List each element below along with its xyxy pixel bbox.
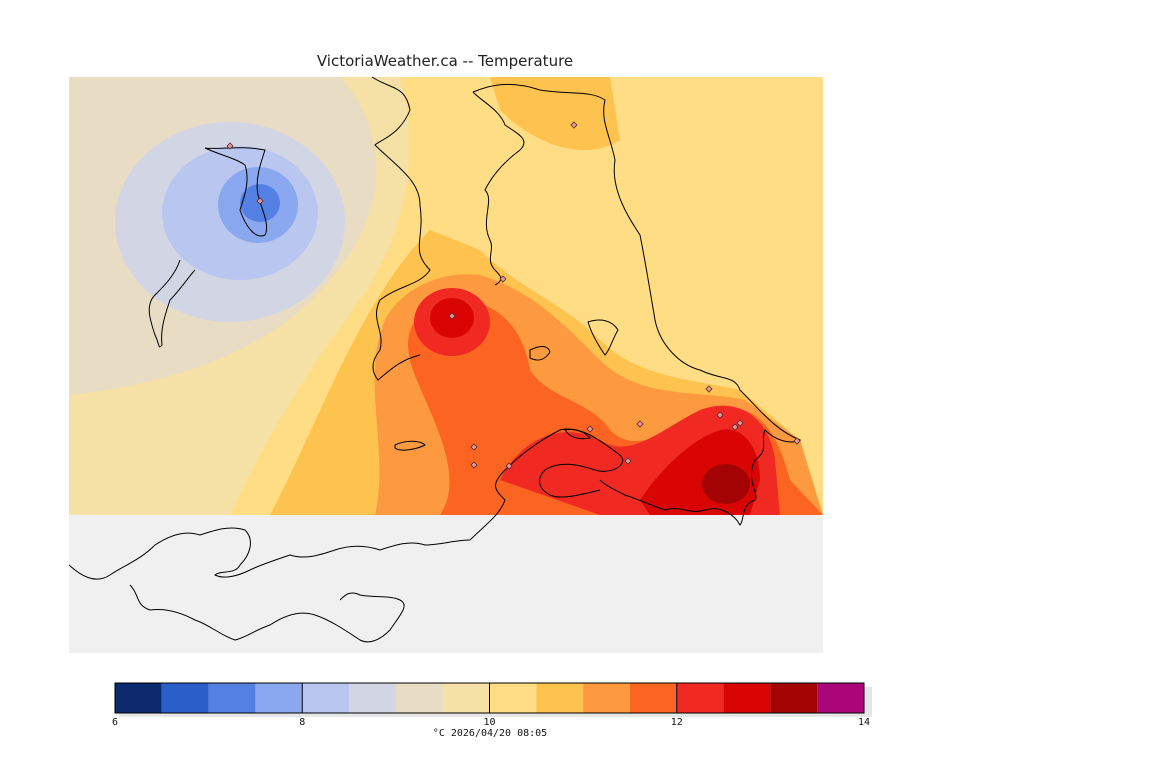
contour-10-5b <box>490 77 620 150</box>
legend-bin <box>255 683 303 713</box>
legend-bin <box>536 683 584 713</box>
legend-bin <box>349 683 396 713</box>
station-marker <box>470 461 478 469</box>
station-marker <box>731 423 739 431</box>
station-marker <box>256 197 264 205</box>
temperature-field <box>69 77 823 515</box>
station-marker <box>793 437 801 445</box>
station-marker <box>505 462 513 470</box>
legend-bin <box>817 683 864 713</box>
legend-color-bar <box>114 682 872 717</box>
station-marker <box>586 425 594 433</box>
station-marker <box>448 312 456 320</box>
station-marker <box>636 420 644 428</box>
station-marker <box>705 385 713 393</box>
legend-bin <box>489 683 537 713</box>
coastlines <box>68 76 802 643</box>
station-marker <box>736 419 744 427</box>
legend-bin <box>676 683 724 713</box>
station-marker <box>716 411 724 419</box>
legend-bin <box>583 683 630 713</box>
legend-bin <box>770 683 818 713</box>
legend-bin <box>723 683 771 713</box>
station-marker <box>570 121 578 129</box>
legend-bin <box>161 683 209 713</box>
legend-bin <box>442 683 490 713</box>
legend-bin <box>208 683 256 713</box>
legend-bin <box>395 683 443 713</box>
station-marker <box>226 142 234 150</box>
legend-bin <box>302 683 350 713</box>
station-marker <box>624 457 632 465</box>
legend-bin <box>115 683 162 713</box>
legend-bin <box>629 683 677 713</box>
station-marker <box>470 443 478 451</box>
contour-13 <box>702 464 750 504</box>
chart-title: VictoriaWeather.ca -- Temperature <box>316 52 574 70</box>
weather-stations <box>226 121 801 470</box>
station-marker <box>499 275 507 283</box>
